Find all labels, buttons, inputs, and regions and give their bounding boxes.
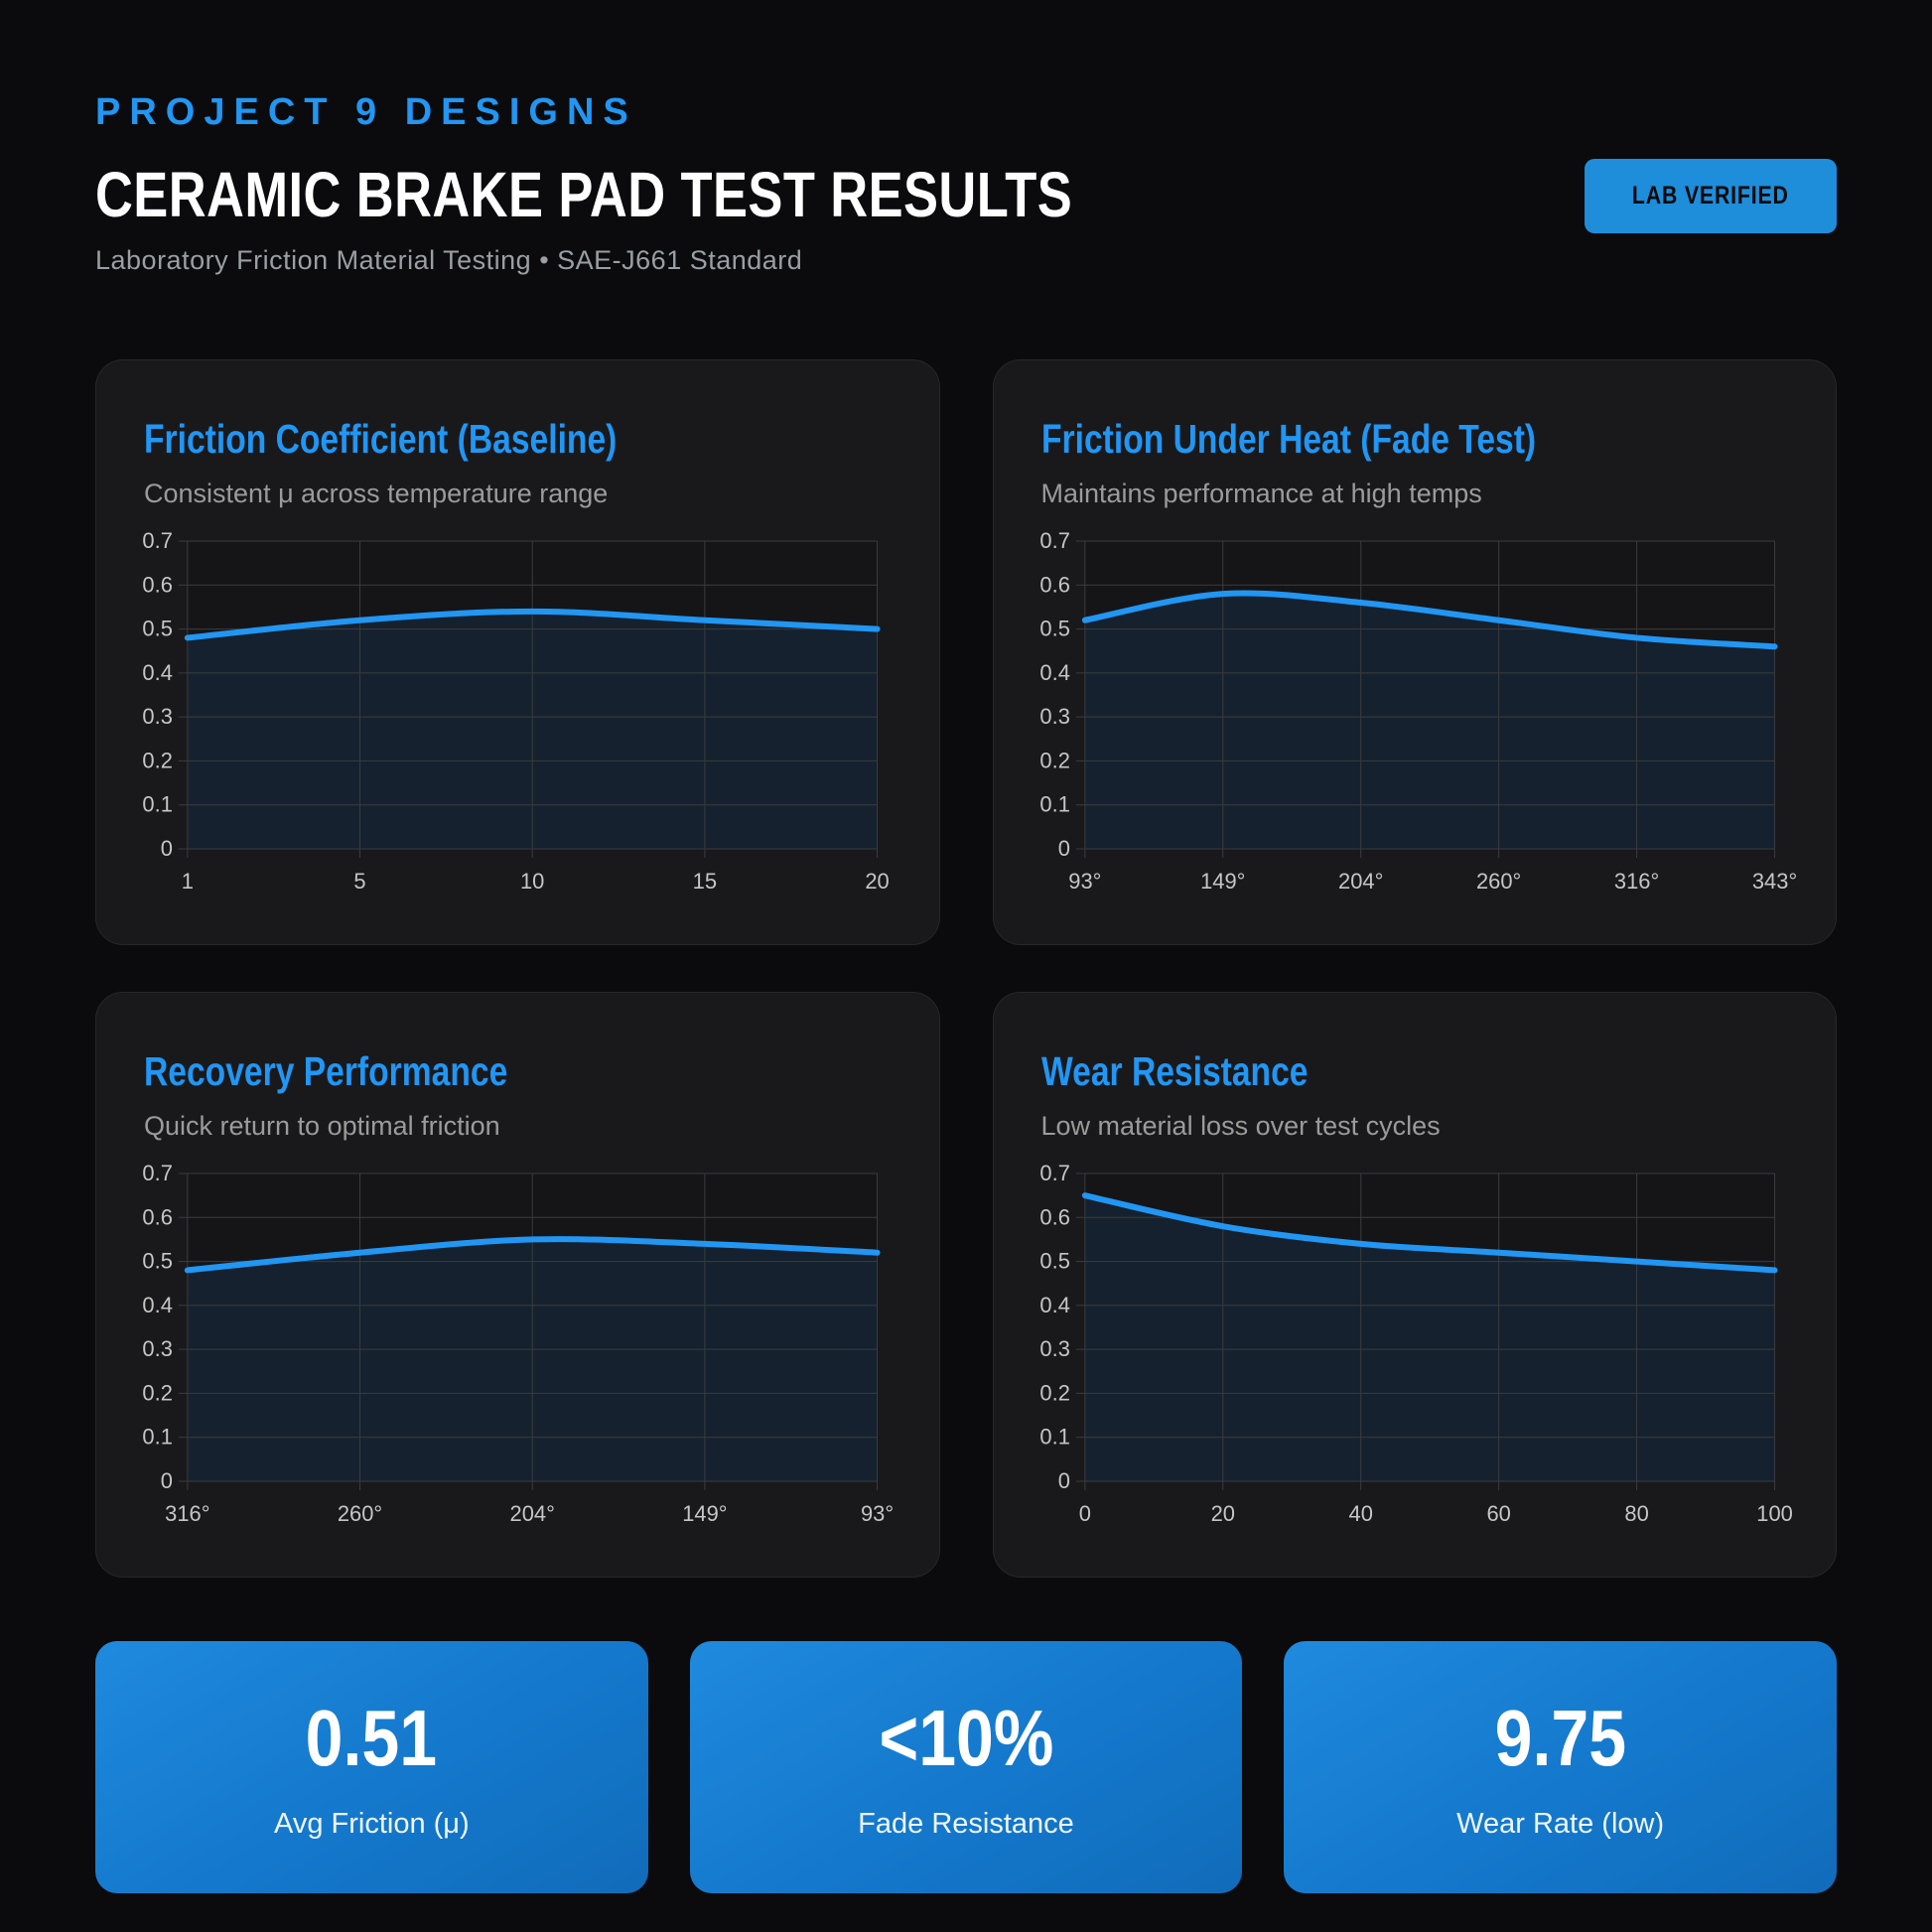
svg-text:0.7: 0.7 (1039, 528, 1069, 553)
svg-text:0.2: 0.2 (142, 748, 172, 772)
stat-card-fade-resistance: <10% Fade Resistance (689, 1641, 1243, 1893)
chart-title: Wear Resistance (1041, 1048, 1789, 1095)
lab-verified-badge[interactable]: LAB VERIFIED (1585, 159, 1837, 233)
page-title-text: CERAMIC BRAKE PAD TEST RESULTS (95, 159, 1073, 230)
svg-text:60: 60 (1486, 1501, 1510, 1526)
svg-text:0.3: 0.3 (142, 1336, 172, 1361)
svg-text:204°: 204° (1338, 869, 1383, 894)
stat-card-wear-rate: 9.75 Wear Rate (low) (1284, 1641, 1837, 1893)
svg-text:93°: 93° (1068, 869, 1101, 894)
svg-text:5: 5 (353, 869, 365, 894)
svg-text:343°: 343° (1751, 869, 1796, 894)
svg-text:260°: 260° (338, 1501, 382, 1526)
chart-subtitle: Maintains performance at high temps (1040, 479, 1482, 508)
svg-text:0.7: 0.7 (1039, 1161, 1069, 1185)
svg-text:0.2: 0.2 (142, 1380, 172, 1405)
svg-text:149°: 149° (682, 1501, 727, 1526)
stat-card-avg-friction: 0.51 Avg Friction (μ) (95, 1641, 648, 1893)
area-chart-fade-test: 0 0.1 0.2 0.3 0.4 0.5 0.6 0.7 93° 149° 204° 260° 316… (1039, 528, 1797, 894)
svg-text:149°: 149° (1200, 869, 1245, 894)
svg-text:0.5: 0.5 (1039, 1249, 1069, 1274)
stats-row: 0.51 Avg Friction (μ) <10% Fade Resistan… (95, 1641, 1837, 1893)
svg-text:0.2: 0.2 (1039, 748, 1069, 772)
chart-title-text: Wear Resistance (1040, 1048, 1308, 1094)
chart-card-wear: Wear Resistance Low material loss over t… (992, 992, 1837, 1578)
svg-text:0.3: 0.3 (142, 704, 172, 729)
chart-subtitle: Consistent μ across temperature range (144, 479, 609, 508)
chart-card-fade-test: Friction Under Heat (Fade Test) Maintain… (992, 359, 1837, 945)
svg-text:0.7: 0.7 (142, 1161, 172, 1185)
stat-label: Avg Friction (μ) (274, 1808, 470, 1840)
svg-text:0.4: 0.4 (142, 1293, 172, 1317)
chart-card-friction-baseline: Friction Coefficient (Baseline) Consiste… (95, 359, 940, 945)
svg-text:40: 40 (1348, 1501, 1372, 1526)
stat-label: Wear Rate (low) (1456, 1808, 1665, 1840)
lab-verified-badge-label: LAB VERIFIED (1632, 182, 1790, 209)
svg-text:0: 0 (1057, 1468, 1069, 1493)
svg-text:0.3: 0.3 (1039, 1336, 1069, 1361)
svg-text:0.5: 0.5 (142, 617, 172, 641)
svg-text:0.1: 0.1 (142, 792, 172, 817)
svg-text:0.5: 0.5 (1039, 617, 1069, 641)
svg-text:93°: 93° (861, 1501, 894, 1526)
chart-subtitle: Quick return to optimal friction (144, 1111, 500, 1141)
svg-text:0.4: 0.4 (1039, 660, 1069, 685)
svg-text:204°: 204° (510, 1501, 555, 1526)
svg-text:100: 100 (1756, 1501, 1793, 1526)
svg-text:0.5: 0.5 (142, 1249, 172, 1274)
stat-value-text: <10% (879, 1694, 1053, 1782)
chart-title: Friction Coefficient (Baseline) (144, 416, 892, 463)
chart-card-recovery: Recovery Performance Quick return to opt… (95, 992, 940, 1578)
chart-title-text: Recovery Performance (144, 1048, 508, 1094)
area-chart-friction-baseline: 00.10.20.30.40.50.60.71 5 10 15 20 (142, 528, 889, 894)
svg-text:20: 20 (1210, 1501, 1234, 1526)
stat-label: Fade Resistance (858, 1808, 1074, 1840)
svg-text:10: 10 (520, 869, 544, 894)
svg-text:0.1: 0.1 (1039, 1425, 1069, 1449)
header: PROJECT 9 DESIGNS CERAMIC BRAKE PAD TEST… (95, 91, 1837, 276)
chart-title: Recovery Performance (144, 1048, 892, 1095)
page-title: CERAMIC BRAKE PAD TEST RESULTS (95, 158, 1837, 231)
stat-value: 0.51 (95, 1693, 648, 1784)
svg-text:0.4: 0.4 (142, 660, 172, 685)
stat-value: 9.75 (1284, 1693, 1837, 1784)
svg-text:0: 0 (1057, 836, 1069, 861)
charts-grid: Friction Coefficient (Baseline) Consiste… (95, 359, 1837, 1578)
brand-name: PROJECT 9 DESIGNS (95, 91, 637, 133)
svg-text:0.6: 0.6 (142, 1204, 172, 1229)
chart-title-text: Friction Under Heat (Fade Test) (1040, 416, 1536, 462)
chart-title-text: Friction Coefficient (Baseline) (144, 416, 618, 462)
svg-text:0.6: 0.6 (142, 572, 172, 597)
svg-text:15: 15 (693, 869, 717, 894)
page-subtitle: Laboratory Friction Material Testing • S… (95, 245, 803, 275)
stat-value: <10% (690, 1693, 1243, 1784)
stat-value-text: 0.51 (306, 1694, 438, 1782)
chart-title: Friction Under Heat (Fade Test) (1041, 416, 1789, 463)
svg-text:0.2: 0.2 (1039, 1380, 1069, 1405)
chart-subtitle: Low material loss over test cycles (1040, 1111, 1441, 1141)
svg-text:260°: 260° (1475, 869, 1520, 894)
svg-text:0.6: 0.6 (1039, 1204, 1069, 1229)
svg-text:0.1: 0.1 (142, 1425, 172, 1449)
page: PROJECT 9 DESIGNS CERAMIC BRAKE PAD TEST… (95, 91, 1837, 1893)
svg-text:20: 20 (865, 869, 889, 894)
svg-text:0.7: 0.7 (142, 528, 172, 553)
svg-text:80: 80 (1624, 1501, 1648, 1526)
stat-value-text: 9.75 (1494, 1694, 1626, 1782)
svg-text:0: 0 (1078, 1501, 1090, 1526)
area-chart-wear: 0 0.1 0.2 0.3 0.4 0.5 0.6 0.7 0 20 40 60 80 100 (1039, 1161, 1792, 1526)
svg-text:0.3: 0.3 (1039, 704, 1069, 729)
svg-text:1: 1 (182, 869, 194, 894)
svg-text:0: 0 (161, 836, 173, 861)
svg-text:0.6: 0.6 (1039, 572, 1069, 597)
svg-text:0.1: 0.1 (1039, 792, 1069, 817)
svg-text:316°: 316° (165, 1501, 209, 1526)
svg-text:316°: 316° (1613, 869, 1658, 894)
svg-text:0.4: 0.4 (1039, 1293, 1069, 1317)
area-chart-recovery: 0 0.1 0.2 0.3 0.4 0.5 0.6 0.7 316° 260° 204° 149° 93… (142, 1161, 894, 1526)
svg-text:0: 0 (161, 1468, 173, 1493)
